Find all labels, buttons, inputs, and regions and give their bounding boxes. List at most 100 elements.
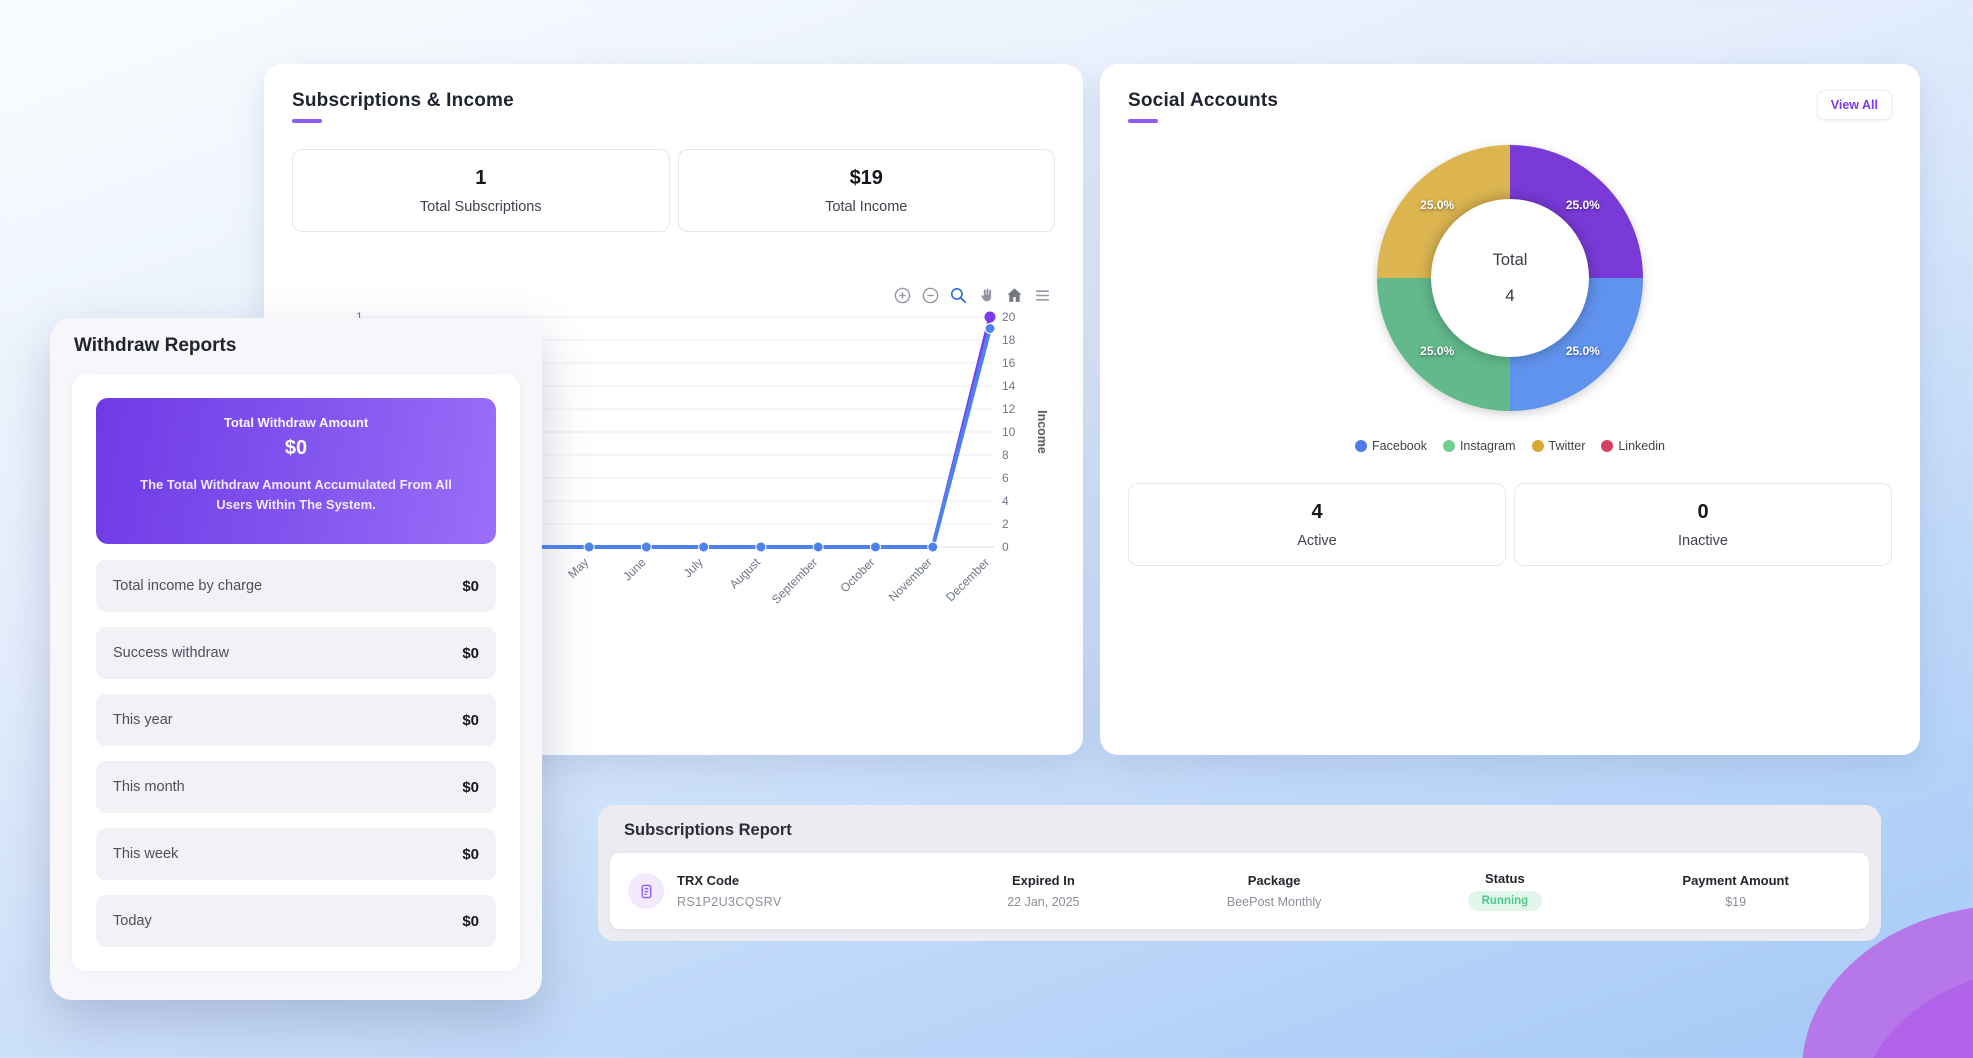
income-marker bbox=[755, 541, 767, 553]
status-header: Status bbox=[1485, 871, 1525, 886]
withdraw-row-label: This year bbox=[113, 712, 173, 728]
legend-item-instagram[interactable]: Instagram bbox=[1442, 439, 1516, 453]
legend-label: Twitter bbox=[1548, 439, 1586, 453]
total-withdraw-description: The Total Withdraw Amount Accumulated Fr… bbox=[140, 477, 452, 513]
right-axis-tick: 6 bbox=[1002, 471, 1009, 485]
income-marker bbox=[927, 541, 939, 553]
subscriptions-income-title: Subscriptions & Income bbox=[292, 90, 514, 111]
menu-icon[interactable] bbox=[1033, 286, 1052, 305]
income-marker bbox=[869, 541, 881, 553]
social-accounts-card: Social Accounts View All Total 4 25.0% 25… bbox=[1100, 64, 1920, 755]
package-header: Package bbox=[1247, 873, 1301, 888]
title-accent-bar bbox=[292, 119, 322, 123]
left-axis-tick: 1 bbox=[356, 310, 363, 324]
subscriptions-income-stats: 1 Total Subscriptions $19 Total Income bbox=[292, 149, 1055, 232]
withdraw-row-label: Total income by charge bbox=[113, 578, 263, 594]
legend-dot bbox=[1531, 440, 1544, 452]
donut-slice-label: 25.0% bbox=[1420, 198, 1455, 213]
withdraw-row-value: $0 bbox=[462, 845, 479, 863]
social-accounts-title: Social Accounts bbox=[1128, 90, 1279, 111]
x-axis-month-label: June bbox=[620, 555, 649, 584]
total-withdraw-summary: Total Withdraw Amount $0 The Total Withd… bbox=[96, 398, 496, 544]
legend-item-facebook[interactable]: Facebook bbox=[1355, 439, 1427, 453]
expired-in-value: 22 Jan, 2025 bbox=[1007, 895, 1080, 909]
total-subscriptions-stat: 1 Total Subscriptions bbox=[292, 149, 670, 232]
withdraw-reports-panel: Total Withdraw Amount $0 The Total Withd… bbox=[72, 374, 520, 971]
inactive-accounts-value: 0 bbox=[1697, 501, 1709, 523]
pan-icon[interactable] bbox=[977, 286, 996, 305]
income-marker bbox=[583, 541, 595, 553]
withdraw-row: Success withdraw $0 bbox=[96, 627, 496, 679]
right-axis-label: Income bbox=[1035, 410, 1049, 454]
active-accounts-value: 4 bbox=[1311, 501, 1323, 523]
donut-slice-label: 25.0% bbox=[1565, 198, 1600, 213]
selection-zoom-icon[interactable] bbox=[949, 286, 968, 305]
total-withdraw-label: Total Withdraw Amount bbox=[223, 415, 369, 430]
trx-code-value: RS1P2U3CQSRV bbox=[677, 895, 782, 909]
subscriptions-marker bbox=[984, 311, 996, 323]
donut-slice-label: 25.0% bbox=[1420, 343, 1455, 358]
withdraw-row: This year $0 bbox=[96, 694, 496, 746]
withdraw-row-value: $0 bbox=[462, 711, 479, 729]
active-accounts-stat: 4 Active bbox=[1128, 483, 1506, 566]
right-axis-tick: 8 bbox=[1002, 448, 1009, 462]
withdraw-rows: Total income by charge $0 Success withdraw… bbox=[96, 560, 496, 947]
x-axis-month-label: August bbox=[727, 555, 764, 592]
legend-item-linkedin[interactable]: Linkedin bbox=[1601, 439, 1665, 453]
donut-center-value: 4 bbox=[1505, 285, 1515, 305]
x-axis-month-label: November bbox=[886, 555, 935, 604]
trx-receipt-icon bbox=[628, 873, 664, 909]
chart-toolbar bbox=[893, 286, 1052, 305]
legend-dot bbox=[1442, 440, 1455, 452]
status-badge: Running bbox=[1467, 891, 1543, 911]
withdraw-row-value: $0 bbox=[462, 644, 479, 662]
view-all-button[interactable]: View All bbox=[1816, 90, 1892, 120]
withdraw-row-label: This week bbox=[113, 846, 179, 862]
withdraw-row: This month $0 bbox=[96, 761, 496, 813]
legend-item-twitter[interactable]: Twitter bbox=[1531, 439, 1586, 453]
inactive-accounts-stat: 0 Inactive bbox=[1514, 483, 1892, 566]
withdraw-row-value: $0 bbox=[462, 912, 479, 930]
withdraw-row-label: Today bbox=[113, 913, 152, 929]
social-accounts-stats: 4 Active 0 Inactive bbox=[1128, 483, 1892, 566]
package-value: BeePost Monthly bbox=[1226, 895, 1322, 909]
withdraw-row-label: Success withdraw bbox=[113, 645, 230, 661]
legend-label: Instagram bbox=[1459, 439, 1516, 453]
x-axis-month-label: October bbox=[837, 555, 877, 595]
income-marker bbox=[698, 541, 710, 553]
withdraw-row-value: $0 bbox=[462, 778, 479, 796]
right-axis-tick: 10 bbox=[1002, 425, 1016, 439]
subscription-report-row: TRX Code RS1P2U3CQSRV Expired In 22 Jan,… bbox=[610, 853, 1869, 929]
income-marker bbox=[812, 541, 824, 553]
legend-label: Facebook bbox=[1372, 439, 1427, 453]
income-marker bbox=[640, 541, 652, 553]
right-axis-tick: 2 bbox=[1002, 517, 1009, 531]
withdraw-row-label: This month bbox=[113, 779, 185, 795]
right-axis-tick: 18 bbox=[1002, 333, 1016, 347]
x-axis-month-label: December bbox=[943, 555, 992, 604]
withdraw-reports-card: Withdraw Reports Total Withdraw Amount $… bbox=[50, 318, 542, 1000]
legend-label: Linkedin bbox=[1618, 439, 1665, 453]
x-axis-month-label: July bbox=[681, 555, 706, 580]
social-accounts-donut-chart[interactable]: Total 4 25.0% 25.0% 25.0% 25.0% bbox=[1377, 145, 1643, 411]
right-axis-tick: 12 bbox=[1002, 402, 1016, 416]
active-accounts-label: Active bbox=[1297, 533, 1337, 549]
withdraw-row: Today $0 bbox=[96, 895, 496, 947]
title-accent-bar bbox=[1128, 119, 1158, 123]
zoom-in-icon[interactable] bbox=[893, 286, 912, 305]
right-axis-tick: 20 bbox=[1002, 310, 1016, 324]
inactive-accounts-label: Inactive bbox=[1678, 533, 1728, 549]
subscriptions-report-card: Subscriptions Report TRX Code RS1P2U3CQS… bbox=[598, 805, 1881, 941]
donut-center: Total 4 bbox=[1431, 199, 1589, 357]
trx-code-header: TRX Code bbox=[677, 873, 740, 888]
total-withdraw-value: $0 bbox=[284, 437, 308, 459]
expired-in-header: Expired In bbox=[1011, 873, 1075, 888]
x-axis-month-label: September bbox=[769, 555, 820, 606]
subscriptions-report-title: Subscriptions Report bbox=[624, 821, 792, 839]
zoom-out-icon[interactable] bbox=[921, 286, 940, 305]
right-axis-tick: 14 bbox=[1002, 379, 1016, 393]
income-marker bbox=[984, 323, 996, 334]
reset-home-icon[interactable] bbox=[1005, 286, 1024, 305]
donut-slice-label: 25.0% bbox=[1565, 343, 1600, 358]
right-axis-tick: 4 bbox=[1002, 494, 1009, 508]
